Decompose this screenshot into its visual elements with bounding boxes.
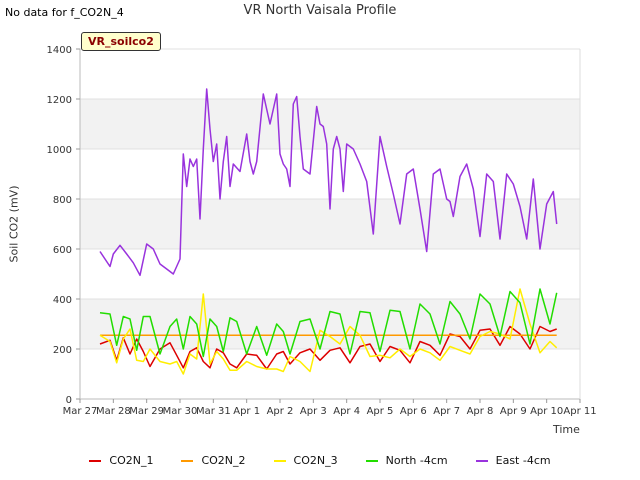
legend-swatch: [365, 459, 378, 462]
legend-item-co2n-1: CO2N_1: [89, 454, 153, 467]
legend-label: North -4cm: [385, 454, 448, 467]
x-tick-label: Apr 5: [367, 406, 394, 417]
x-tick-label: Mar 30: [163, 406, 198, 417]
legend-item-co2n-2: CO2N_2: [181, 454, 246, 467]
x-tick-label: Apr 2: [267, 406, 294, 417]
legend-item-co2n-3: CO2N_3: [273, 454, 338, 467]
x-tick-label: Apr 10: [530, 406, 563, 417]
legend-swatch: [181, 459, 194, 462]
y-axis-label: Soil CO2 (mV): [7, 185, 21, 263]
y-tick-label: 1000: [47, 145, 72, 156]
legend: CO2N_1 CO2N_2 CO2N_3 North -4cm East -4c…: [0, 454, 640, 467]
legend-swatch: [273, 459, 286, 462]
legend-label: CO2N_3: [293, 454, 338, 467]
series-line-east-4cm: [99, 88, 558, 277]
y-tick-label: 400: [53, 295, 72, 306]
series-layer: [99, 88, 558, 375]
y-tick-label: 200: [53, 345, 72, 356]
site-badge: VR_soilco2: [81, 32, 161, 51]
no-data-note: No data for f_CO2N_4: [5, 6, 124, 19]
x-tick-label: Apr 3: [300, 406, 327, 417]
series-line-north-4cm: [99, 288, 558, 358]
x-tick-label: Mar 27: [63, 406, 98, 417]
y-tick-label: 0: [66, 395, 72, 406]
legend-swatch: [89, 459, 102, 462]
x-tick-label: Apr 6: [400, 406, 427, 417]
y-tick-label: 800: [53, 195, 72, 206]
y-tick-label: 1200: [47, 95, 72, 106]
x-tick-label: Apr 1: [233, 406, 260, 417]
axes: [79, 49, 581, 400]
y-tick-label: 1400: [47, 45, 72, 56]
legend-label: CO2N_2: [201, 454, 246, 467]
x-tick-label: Apr 8: [467, 406, 494, 417]
series-line-co2n-3: [99, 288, 558, 375]
x-tick-label: Apr 7: [433, 406, 460, 417]
chart-title: VR North Vaisala Profile: [243, 3, 397, 18]
y-tick-label: 600: [53, 245, 72, 256]
legend-item-north-4cm: North -4cm: [365, 454, 448, 467]
plot-band: [80, 99, 580, 149]
x-axis-label: Time: [553, 423, 580, 436]
x-tick-label: Apr 11: [563, 406, 596, 417]
x-tick-label: Apr 9: [500, 406, 527, 417]
series-line-co2n-1: [99, 325, 557, 370]
plot-band: [80, 299, 580, 349]
x-tick-label: Mar 28: [96, 406, 131, 417]
legend-item-east-4cm: East -4cm: [475, 454, 551, 467]
x-tick-label: Mar 31: [196, 406, 231, 417]
legend-swatch: [475, 459, 488, 462]
legend-label: East -4cm: [495, 454, 551, 467]
x-tick-label: Mar 29: [129, 406, 164, 417]
x-tick-label: Apr 4: [333, 406, 360, 417]
legend-label: CO2N_1: [109, 454, 154, 467]
y-axis-ticks: 0 200 400 600 800 1000 1200 1400: [47, 45, 80, 406]
